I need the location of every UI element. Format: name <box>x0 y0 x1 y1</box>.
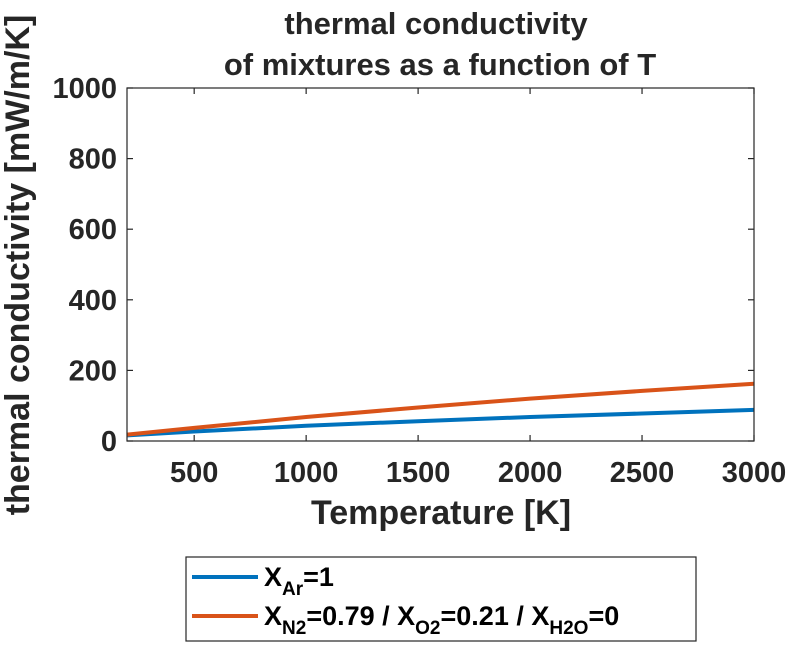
plot-area <box>126 381 755 438</box>
legend-label-1: XAr=1 <box>264 562 334 600</box>
y-tick-label: 1000 <box>52 73 117 105</box>
x-tick-label: 3000 <box>722 457 787 489</box>
series-line-2 <box>126 381 755 437</box>
x-axis-label: Temperature [K] <box>311 494 571 532</box>
y-tick-label: 400 <box>69 285 117 317</box>
x-tick-label: 500 <box>170 457 218 489</box>
legend-label-2: XN2=0.79 / XO2=0.21 / XH2O=0 <box>264 601 619 639</box>
x-tick-label: 2500 <box>610 457 675 489</box>
y-tick-label: 0 <box>101 426 117 458</box>
y-axis-label: thermal conductivity [mW/m/K] <box>0 15 37 516</box>
chart-title-line-2: of mixtures as a function of T <box>224 47 656 82</box>
legend-box <box>185 556 697 642</box>
x-axis: 500 1000 1500 2000 2500 3000 <box>170 88 786 489</box>
chart-title-line-1: thermal conductivity <box>284 6 588 41</box>
x-tick-label: 1500 <box>386 457 451 489</box>
x-tick-label: 2000 <box>498 457 563 489</box>
series-line-1 <box>126 407 755 438</box>
x-tick-label: 1000 <box>274 457 339 489</box>
y-tick-label: 800 <box>69 144 117 176</box>
y-tick-label: 200 <box>69 355 117 387</box>
plot-frame <box>126 87 755 442</box>
y-axis: 0 200 400 600 800 1000 <box>52 73 754 458</box>
y-tick-label: 600 <box>69 214 117 246</box>
